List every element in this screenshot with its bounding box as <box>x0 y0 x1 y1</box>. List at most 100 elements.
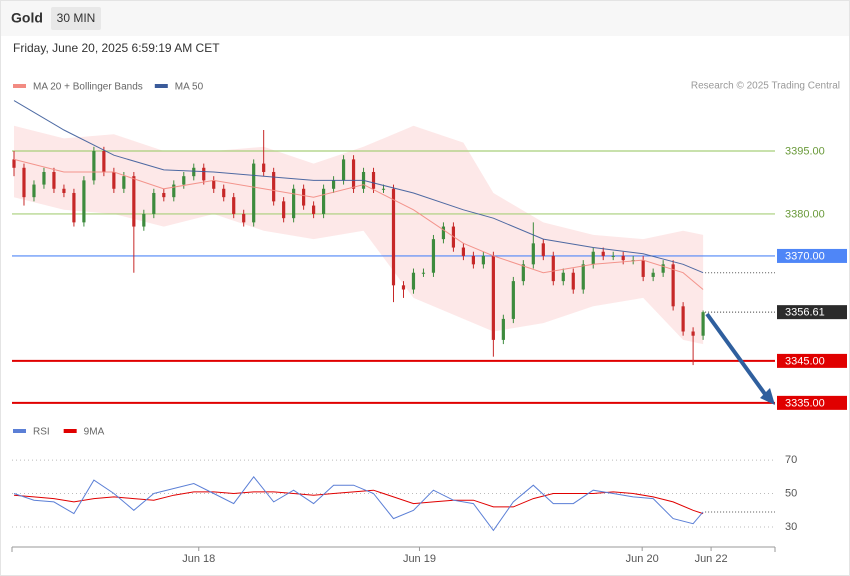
candle-body <box>681 306 685 332</box>
candle-body <box>571 272 575 290</box>
candle-body <box>401 285 406 290</box>
level-label: 3335.00 <box>785 397 825 409</box>
candle-body <box>331 180 336 189</box>
candle-body <box>252 163 256 223</box>
last-price-box <box>777 305 847 320</box>
level-label-box <box>777 395 847 410</box>
candle-body <box>341 159 346 181</box>
legend-swatch <box>13 429 26 433</box>
candle-body <box>651 272 655 277</box>
candle-body <box>132 176 136 227</box>
candle-body <box>272 171 276 202</box>
candle-body <box>102 150 106 172</box>
candle-body <box>641 260 645 277</box>
candle-body <box>182 176 186 185</box>
candle-body <box>92 150 96 181</box>
candle-body <box>12 159 16 168</box>
rsi-tick-label: 30 <box>785 521 797 533</box>
candle-body <box>531 243 535 265</box>
candle-body <box>351 159 356 189</box>
rsi-tick-label: 50 <box>785 487 797 499</box>
last-price-label: 3356.61 <box>785 307 825 319</box>
forecast-arrow <box>705 312 772 403</box>
candle-body <box>282 201 286 219</box>
x-tick-label: Jun 19 <box>403 553 436 565</box>
candle-body <box>82 180 86 223</box>
candle-body <box>441 226 446 240</box>
candle-body <box>701 312 705 336</box>
interval: 30 MIN <box>57 11 96 25</box>
candle-body <box>561 272 565 282</box>
level-label: 3370.00 <box>785 250 825 262</box>
x-tick-label: Jun 18 <box>182 553 215 565</box>
legend-swatch <box>63 429 77 433</box>
candle-body <box>62 188 66 193</box>
candle-body <box>581 264 585 290</box>
header-bar <box>1 1 849 36</box>
candle-body <box>511 281 515 319</box>
chart-title: Gold <box>11 10 43 26</box>
bollinger-band <box>14 125 704 345</box>
candle-body <box>481 255 485 265</box>
candle-body <box>501 318 505 340</box>
credit: Research © 2025 Trading Central <box>691 81 840 92</box>
candle-body <box>42 171 46 185</box>
candle-body <box>112 171 116 189</box>
candle-body <box>72 192 76 223</box>
candle-body <box>661 264 665 273</box>
candle-body <box>202 167 206 181</box>
candle-body <box>371 171 376 189</box>
x-tick-label: Jun 20 <box>626 553 659 565</box>
legend-label: MA 50 <box>175 82 204 93</box>
candle-body <box>551 255 555 282</box>
candle-body <box>312 205 316 214</box>
candle-body <box>302 188 306 206</box>
candle-body <box>321 188 326 214</box>
candle-body <box>232 197 236 214</box>
candle-body <box>142 213 146 227</box>
candle-body <box>292 188 296 219</box>
candle-body <box>162 192 166 198</box>
candle-body <box>52 171 56 189</box>
legend-swatch <box>154 84 168 88</box>
moving-average <box>13 158 704 290</box>
candle-body <box>421 272 426 274</box>
candle-body <box>431 239 436 273</box>
interval-badge[interactable] <box>51 7 101 30</box>
level-label: 3380.00 <box>785 208 825 220</box>
candle-body <box>611 255 615 257</box>
candle-body <box>262 163 266 172</box>
level-label: 3395.00 <box>785 145 825 157</box>
candle-body <box>222 188 226 198</box>
level-label: 3345.00 <box>785 355 825 367</box>
forecast-arrow-head <box>760 388 775 405</box>
candle-body <box>122 176 126 189</box>
legend-label: 9MA <box>84 427 105 438</box>
subtitle: Friday, June 20, 2025 6:59:19 AM CET <box>13 41 220 55</box>
candle-body <box>541 243 545 256</box>
candle-body <box>32 184 36 198</box>
main-layer <box>12 100 705 366</box>
candle-body <box>391 188 396 286</box>
level-label-box <box>777 353 847 368</box>
legend-label: RSI <box>33 427 50 438</box>
candle-body <box>691 331 695 336</box>
level-label-box <box>777 248 847 263</box>
candle-body <box>591 251 595 265</box>
rsi-ma-line <box>13 489 704 515</box>
rsi-tick-label: 70 <box>785 454 797 466</box>
candle-body <box>212 180 216 189</box>
candle-body <box>521 264 525 282</box>
band-layer <box>12 125 775 404</box>
legend-swatch <box>13 84 26 88</box>
candle-body <box>381 188 386 190</box>
candle-body <box>491 255 495 340</box>
candle-body <box>671 264 675 307</box>
candle-body <box>22 167 26 198</box>
candle-body <box>601 251 605 256</box>
candle-body <box>172 184 176 198</box>
candle-body <box>242 213 246 223</box>
legend-label: MA 20 + Bollinger Bands <box>33 82 143 93</box>
candle-body <box>152 192 156 214</box>
